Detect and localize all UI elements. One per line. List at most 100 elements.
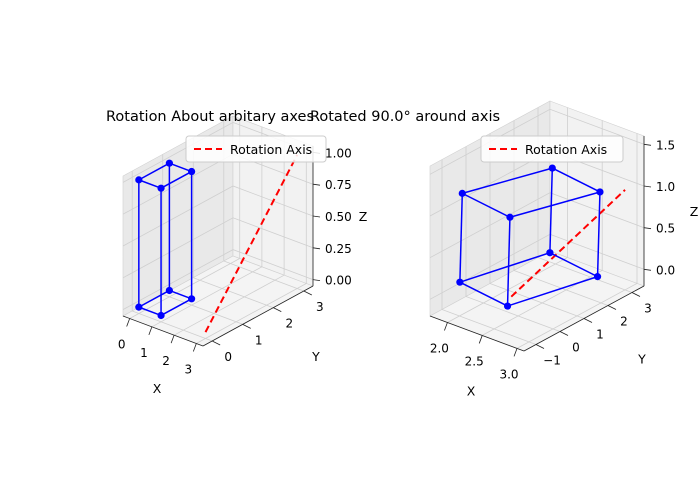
z-tick-label: 0.00 [325, 274, 352, 288]
cube-edge [160, 298, 192, 317]
z-tick [643, 185, 652, 188]
cube-vertex-point [165, 159, 173, 167]
cube-vertex-point [596, 188, 604, 196]
cube-edge [551, 167, 601, 193]
y-axis-label: Y [637, 352, 646, 367]
x-tick-label: 0 [118, 338, 126, 352]
z-tick-label: 0.0 [656, 263, 675, 277]
cube-edge [169, 162, 192, 173]
z-tick [643, 268, 652, 271]
x-tick [192, 343, 197, 352]
cube-vertex-point [593, 273, 602, 281]
y-tick [303, 290, 313, 296]
gridline-y [223, 121, 304, 292]
x-tick [170, 335, 175, 344]
cube-vertex-point [506, 213, 514, 221]
chart-panel-1: 012301230.000.250.500.751.00XYZRotation … [106, 109, 367, 396]
cube-edge [459, 281, 508, 307]
gridline-x [129, 118, 241, 319]
cube-edge [549, 168, 554, 253]
cube-edge [596, 191, 601, 277]
legend: Rotation Axis [185, 135, 327, 163]
cube-vertex-point [548, 164, 556, 172]
gridline-x [151, 126, 263, 328]
y-tick-label: 1 [596, 328, 604, 342]
y-tick [211, 340, 221, 346]
gridline-z [429, 108, 645, 175]
x-tick [478, 335, 483, 344]
cube-edge [549, 252, 598, 278]
y-tick [607, 305, 617, 310]
cube-edge [160, 170, 192, 189]
y-tick [535, 344, 545, 349]
x-axis-line [429, 315, 525, 352]
x-axis-line [122, 315, 204, 347]
x-tick-label: 2.0 [430, 341, 449, 355]
chart-title: Rotated 90.0° around axis [310, 109, 500, 125]
x-tick [444, 322, 448, 331]
gridline-y [192, 137, 274, 309]
legend-label: Rotation Axis [525, 142, 607, 157]
x-tick-label: 1 [140, 346, 148, 360]
x-tick [513, 348, 518, 357]
z-axis-label: Z [690, 204, 699, 219]
legend-box [185, 135, 327, 163]
legend: Rotation Axis [480, 135, 624, 163]
z-tick [643, 143, 652, 146]
z-tick [312, 247, 321, 250]
cube-edge [138, 306, 162, 317]
x-tick-label: 3.0 [499, 367, 518, 381]
z-tick [643, 227, 652, 230]
z-axis-label: Z [359, 209, 368, 224]
cube-vertex-point [188, 167, 196, 176]
z-tick-label: 0.25 [325, 242, 352, 256]
y-tick-label: 2 [285, 317, 293, 331]
z-tick [312, 215, 321, 218]
x-tick [126, 318, 131, 327]
y-axis-line [202, 285, 314, 347]
y-tick-label: 2 [620, 315, 628, 329]
x-tick-label: 2 [162, 354, 170, 368]
cube-vertex-point [458, 189, 466, 197]
gridline-x [196, 143, 307, 344]
y-tick [273, 307, 282, 313]
gridline-y [131, 171, 213, 342]
x-tick [148, 326, 153, 335]
gridline-z [429, 192, 645, 259]
cube-edge [461, 192, 511, 218]
z-tick-label: 0.50 [325, 210, 352, 224]
cube-vertex-point [135, 176, 143, 184]
cube-vertex-point [165, 286, 173, 295]
z-tick [312, 279, 321, 282]
cube-vertex-point [157, 311, 165, 320]
cube-vertex-point [546, 249, 554, 257]
cube-edge [459, 193, 464, 283]
y-tick-label: 1 [255, 333, 263, 347]
cube-edge [138, 289, 170, 308]
gridline-z [122, 249, 314, 310]
cube-edge [138, 179, 162, 189]
y-tick [583, 318, 593, 323]
x-axis-label: X [153, 381, 162, 396]
x-axis-label: X [467, 384, 476, 399]
x-tick-label: 2.5 [465, 354, 484, 368]
cube-vertex-point [503, 302, 512, 310]
cube-edge [169, 289, 192, 300]
y-tick-label: 3 [316, 300, 324, 314]
cube-edge [506, 217, 511, 307]
y-tick-label: 0 [572, 341, 580, 355]
z-tick-label: 0.5 [656, 222, 675, 236]
z-tick-label: 1.5 [656, 138, 675, 152]
y-axis-label: Y [311, 349, 320, 364]
z-tick-label: 1.00 [325, 146, 352, 160]
rotation-axis-line [510, 189, 626, 298]
y-tick [559, 331, 569, 336]
y-tick-label: 0 [224, 350, 232, 364]
rotation-axis-line [204, 154, 299, 333]
cube-vertex-point [456, 278, 464, 286]
z-tick-label: 1.0 [656, 180, 675, 194]
cube-vertex-point [157, 184, 165, 192]
legend-label: Rotation Axis [230, 142, 312, 157]
x-tick-label: 3 [185, 363, 193, 377]
